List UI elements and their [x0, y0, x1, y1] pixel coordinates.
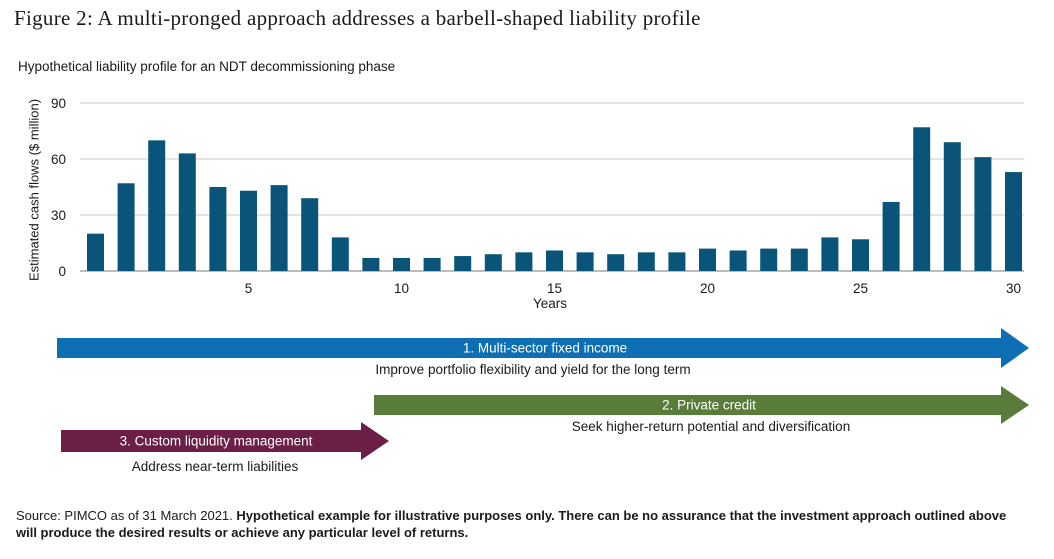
strategy-3-description: Address near-term liabilities: [131, 459, 299, 474]
disclaimer-text: Hypothetical example for illustrative pu…: [16, 508, 1007, 540]
strategy-2-label: 2. Private credit: [662, 397, 756, 413]
source-text: Source: PIMCO as of 31 March 2021.: [16, 508, 233, 523]
y-axis-ticks: 0 30 60 90: [51, 96, 66, 279]
bar-year-11: [423, 257, 441, 271]
bar-year-27: [913, 127, 931, 272]
x-axis-ticks: 5 10 15 20 25 30: [245, 281, 1021, 296]
chart-bars: [87, 127, 1022, 272]
source-note: Source: PIMCO as of 31 March 2021. Hypot…: [16, 507, 1026, 541]
bar-year-20: [699, 248, 716, 271]
strategy-arrows: [57, 328, 1029, 460]
bar-year-25: [852, 239, 869, 271]
bar-year-28: [943, 142, 961, 271]
bar-year-1: [117, 183, 135, 271]
bar-year-16: [576, 252, 594, 271]
bar-year-10: [393, 257, 410, 271]
bar-year-29: [974, 157, 992, 271]
bar-year-14: [515, 252, 533, 271]
bar-year-23: [790, 248, 808, 271]
figure-title: Figure 2: A multi-pronged approach addre…: [14, 6, 701, 30]
strategy-2-description: Seek higher-return potential and diversi…: [571, 419, 851, 434]
bar-year-0: [87, 233, 104, 271]
x-tick-5: 5: [245, 281, 253, 296]
y-tick-30: 30: [51, 208, 66, 223]
y-tick-0: 0: [58, 264, 66, 279]
strategy-3-arrow: [61, 422, 389, 460]
bar-year-2: [148, 140, 166, 271]
chart-subtitle: Hypothetical liability profile for an ND…: [18, 59, 396, 74]
bar-year-8: [331, 237, 349, 271]
bar-year-30: [1005, 172, 1022, 271]
bar-year-24: [821, 237, 839, 271]
x-tick-15: 15: [547, 281, 562, 296]
bar-year-17: [607, 254, 625, 271]
bar-year-9: [362, 257, 380, 271]
bar-year-4: [209, 187, 227, 271]
bar-year-12: [454, 256, 472, 271]
bar-year-3: [178, 153, 196, 271]
bar-year-15: [546, 250, 563, 271]
strategy-3-label: 3. Custom liquidity management: [119, 433, 313, 449]
x-tick-25: 25: [853, 281, 868, 296]
y-tick-60: 60: [51, 152, 66, 167]
bar-year-13: [484, 254, 502, 271]
y-axis-label: Estimated cash flows ($ million): [26, 98, 42, 282]
strategy-2-arrow: [374, 386, 1029, 424]
strategy-1-arrow: [57, 328, 1029, 368]
x-axis-label: Years: [532, 296, 568, 311]
strategy-1-description: Improve portfolio flexibility and yield …: [375, 362, 691, 377]
bar-chart: 0 30 60 90 5 10 15 20 25 30: [51, 96, 1029, 460]
bar-year-5: [240, 190, 257, 271]
y-tick-90: 90: [51, 96, 66, 111]
bar-year-19: [668, 252, 686, 271]
x-tick-30: 30: [1006, 281, 1021, 296]
bar-year-21: [729, 250, 747, 271]
bar-year-6: [270, 185, 288, 271]
bar-year-7: [301, 198, 319, 271]
bar-year-26: [882, 201, 900, 271]
x-tick-10: 10: [394, 281, 409, 296]
bar-year-22: [760, 248, 778, 271]
x-tick-20: 20: [700, 281, 715, 296]
strategy-1-label: 1. Multi-sector fixed income: [462, 340, 628, 356]
bar-year-18: [637, 252, 655, 271]
